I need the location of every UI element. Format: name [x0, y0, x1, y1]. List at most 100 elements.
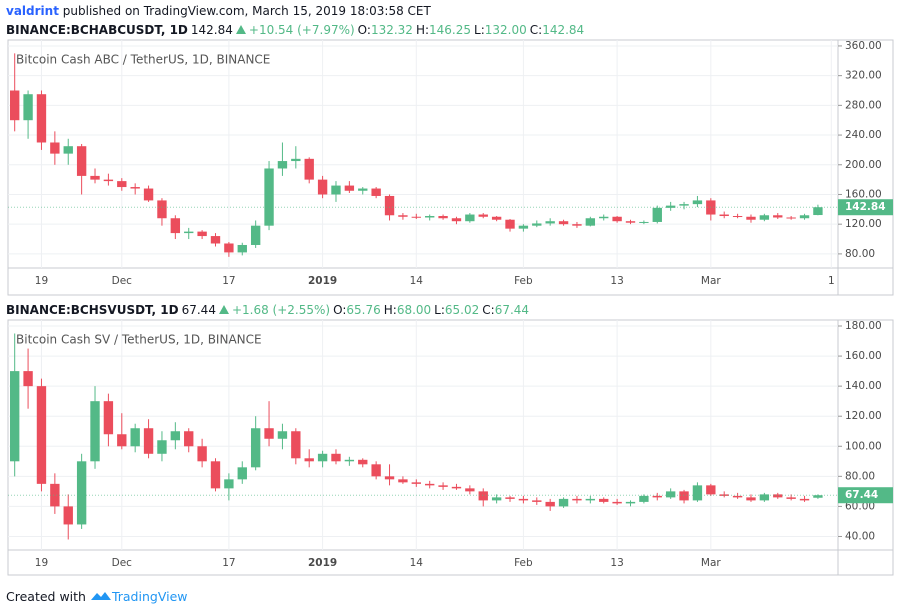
candle-body — [612, 501, 622, 504]
candle-body — [210, 461, 221, 489]
x-tick-label: 14 — [410, 275, 424, 287]
x-tick-label: Dec — [112, 557, 133, 569]
author[interactable]: valdrint — [6, 4, 59, 18]
candle-body — [665, 205, 676, 208]
candle-body — [90, 175, 100, 180]
candle-body — [170, 218, 181, 234]
ohlc-label: O: — [333, 303, 347, 317]
candle-body — [545, 221, 555, 224]
candle-body — [545, 501, 555, 507]
candle-body — [478, 214, 488, 217]
candle-body — [130, 428, 140, 447]
candle-body — [773, 215, 783, 218]
candle-body — [759, 215, 770, 220]
candle-body — [304, 158, 314, 180]
candle-body — [532, 223, 542, 226]
ohlc-value: 68.00 — [396, 303, 432, 317]
ohlc-value: 65.02 — [444, 303, 480, 317]
y-tick-label: 360.00 — [845, 40, 882, 52]
candle-body — [585, 218, 596, 226]
candle-body — [277, 161, 288, 169]
candle-body — [398, 215, 408, 217]
candle-body — [291, 431, 301, 459]
candle-body — [572, 498, 582, 501]
candle-body — [599, 216, 609, 219]
candle-body — [23, 94, 33, 121]
candle-body — [384, 476, 395, 480]
x-tick-label: 19 — [35, 557, 48, 569]
candle-body — [197, 446, 207, 462]
candle-body — [505, 219, 515, 229]
candle-body — [732, 495, 743, 498]
candle-body — [130, 187, 140, 189]
candle-body — [264, 168, 274, 226]
candle-body — [759, 494, 770, 501]
candle-body — [76, 146, 87, 176]
last-price-label: 67.44 — [845, 489, 878, 501]
candle-body — [358, 459, 368, 465]
candle-body — [10, 371, 20, 462]
y-tick-label: 160.00 — [845, 350, 882, 362]
candle-body — [505, 497, 515, 499]
candle-body — [63, 146, 73, 154]
candle-body — [612, 216, 622, 222]
ohlc-label: H: — [415, 23, 430, 37]
candle-body — [625, 221, 636, 223]
candle-body — [344, 459, 355, 462]
y-tick-label: 320.00 — [845, 70, 882, 82]
candle-body — [652, 207, 662, 222]
logo — [90, 592, 111, 600]
ohlc-label: L: — [434, 303, 445, 317]
candle-body — [224, 479, 234, 489]
y-tick-label: 120.00 — [845, 410, 882, 422]
candle-body — [76, 461, 87, 525]
y-tick-label: 80.00 — [845, 248, 875, 260]
candle-body — [465, 214, 475, 222]
y-tick-label: 240.00 — [845, 129, 882, 141]
watermark-title: Bitcoin Cash SV / TetherUS, 1D, BINANCE — [16, 333, 262, 347]
legend-top: BINANCE:BCHABCUSDT, 1D 142.84 +10.54 (+7.9… — [6, 23, 587, 37]
candle-body — [438, 485, 448, 487]
candle-body — [184, 431, 194, 447]
pane-frame — [7, 319, 894, 576]
y-tick-label: 160.00 — [845, 188, 882, 200]
last-price-label: 142.84 — [845, 201, 886, 213]
last-price: 67.44 — [181, 303, 216, 317]
candle-body — [264, 428, 274, 439]
candle-body — [679, 204, 689, 206]
candle-body — [746, 497, 756, 501]
candle-body — [665, 491, 676, 498]
candle-body — [652, 495, 662, 498]
candle-body — [36, 94, 47, 143]
y-tick-label: 80.00 — [845, 470, 875, 482]
candle-body — [184, 231, 194, 234]
watermark-title: Bitcoin Cash ABC / TetherUS, 1D, BINANCE — [16, 53, 270, 67]
candle-body — [639, 221, 649, 223]
candle-body — [331, 453, 341, 462]
footer-brand[interactable]: TradingView — [111, 589, 188, 604]
x-tick-label: 19 — [35, 275, 48, 287]
candle-body — [36, 386, 47, 484]
candle-body — [250, 225, 261, 245]
candle-body — [786, 497, 796, 499]
up-arrow — [235, 25, 246, 34]
y-tick-label: 40.00 — [845, 530, 875, 542]
candle-body — [237, 244, 247, 253]
last-price: 142.84 — [190, 23, 233, 37]
candle-body — [117, 181, 127, 188]
candle-body — [103, 401, 114, 435]
candle-body — [425, 216, 435, 218]
candle-body — [425, 483, 435, 486]
candle-body — [599, 498, 609, 502]
candle-body — [317, 453, 328, 462]
ohlc-label: L: — [474, 23, 485, 37]
candle-body — [692, 200, 703, 205]
ohlc-label: O: — [357, 23, 371, 37]
candle-body — [90, 401, 100, 462]
up-arrow — [218, 305, 229, 314]
candle-body — [157, 440, 167, 454]
candle-body — [197, 231, 207, 237]
candle-body — [491, 497, 502, 501]
candle-body — [518, 225, 529, 229]
